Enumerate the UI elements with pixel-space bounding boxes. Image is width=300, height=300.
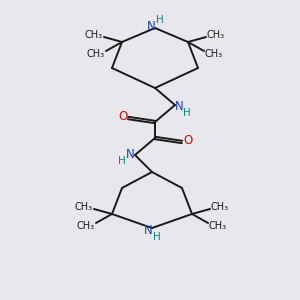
Text: N: N [175, 100, 183, 113]
Text: N: N [144, 224, 152, 236]
Text: CH₃: CH₃ [77, 221, 95, 231]
Text: CH₃: CH₃ [209, 221, 227, 231]
Text: H: H [183, 108, 191, 118]
Text: N: N [147, 20, 155, 32]
Text: CH₃: CH₃ [211, 202, 229, 212]
Text: CH₃: CH₃ [87, 49, 105, 59]
Text: CH₃: CH₃ [205, 49, 223, 59]
Text: H: H [156, 15, 164, 25]
Text: H: H [153, 232, 161, 242]
Text: O: O [183, 134, 193, 148]
Text: CH₃: CH₃ [207, 30, 225, 40]
Text: CH₃: CH₃ [85, 30, 103, 40]
Text: N: N [126, 148, 134, 160]
Text: H: H [118, 156, 126, 166]
Text: CH₃: CH₃ [75, 202, 93, 212]
Text: O: O [118, 110, 127, 124]
